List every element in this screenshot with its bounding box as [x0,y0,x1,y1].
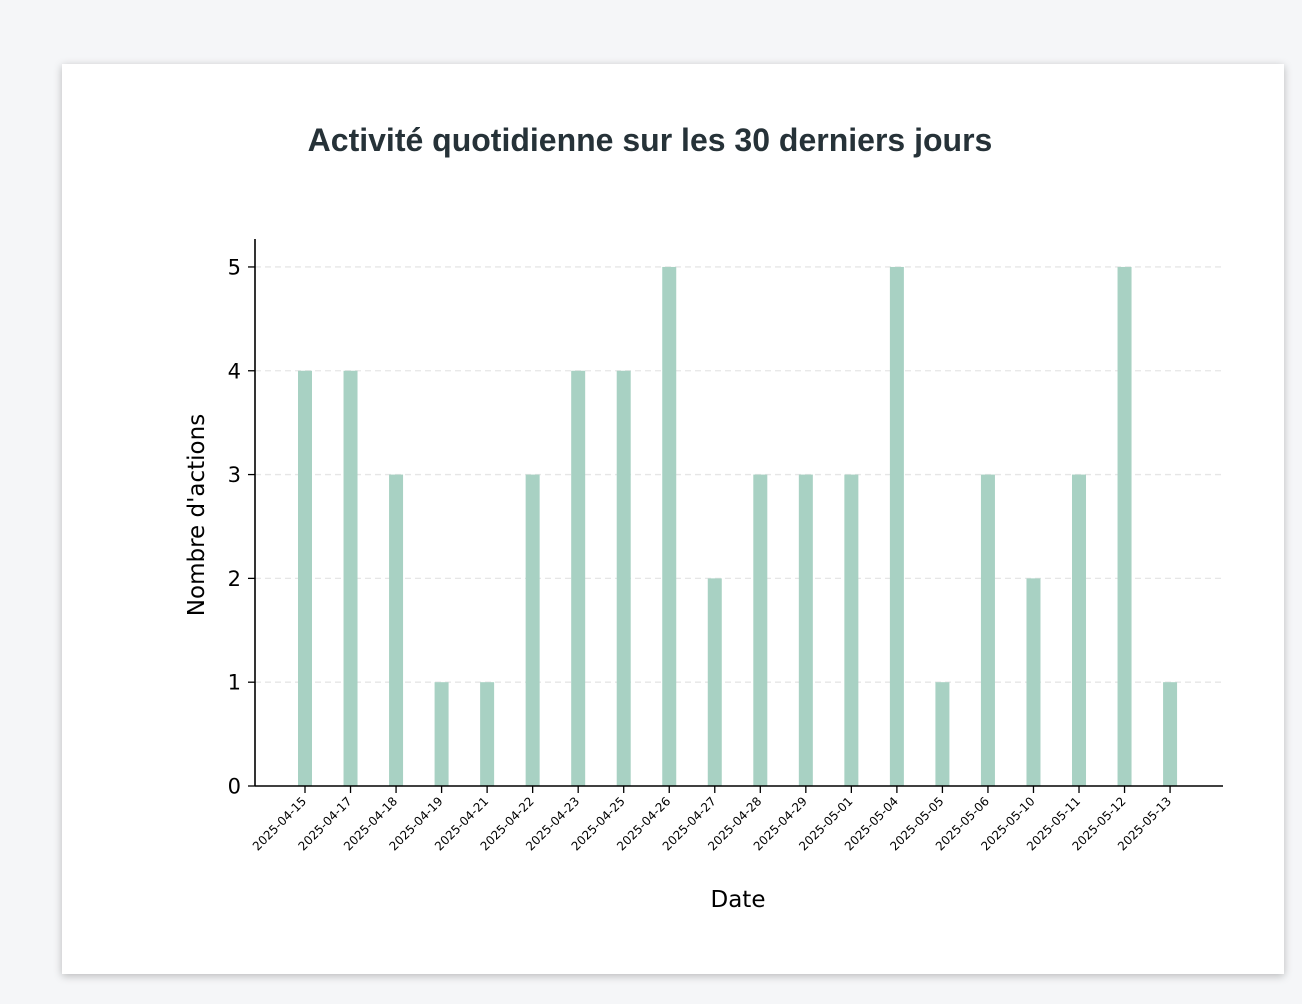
chart-card: Activité quotidienne sur les 30 derniers… [62,64,1284,974]
bar-chart: 0 1 2 3 4 5 2025-04-152025-04-172025-04-18202… [184,239,1223,913]
chart-title: Activité quotidienne sur les 30 derniers… [307,122,993,158]
bars [298,266,1178,786]
grid-lines [255,266,1223,683]
x-axis-label: Date [711,887,766,913]
y-ticks: 0 1 2 3 4 5 [228,255,255,799]
bar-2025-04-29 [798,474,813,786]
bar-2025-05-05 [935,682,950,786]
bar-2025-04-18 [389,474,404,786]
axes [254,239,1223,787]
bar-2025-04-23 [571,370,586,786]
bar-2025-04-28 [753,474,768,786]
bar-2025-05-13 [1163,682,1178,786]
x-ticks: 2025-04-152025-04-172025-04-182025-04-19… [250,786,1174,853]
bar-2025-05-04 [889,266,904,786]
bar-2025-05-01 [844,474,859,786]
bar-2025-04-15 [298,370,312,786]
y-tick-label: 4 [228,359,241,383]
bar-2025-04-22 [525,474,540,786]
bar-2025-04-27 [707,578,722,786]
bar-2025-05-11 [1072,474,1087,786]
y-tick-label: 1 [228,671,241,695]
bar-2025-04-26 [662,266,677,786]
bar-2025-05-12 [1117,266,1132,786]
bar-2025-05-10 [1026,578,1041,786]
bar-2025-04-17 [343,370,358,786]
y-tick-label: 2 [228,567,241,591]
y-tick-label: 3 [228,463,241,487]
bar-2025-04-21 [480,682,495,786]
y-axis-label: Nombre d'actions [184,414,210,616]
bar-2025-05-06 [980,474,995,786]
y-tick-label: 5 [228,255,241,279]
y-tick-label: 0 [228,775,241,799]
bar-2025-04-25 [616,370,631,786]
bar-2025-04-19 [434,682,449,786]
